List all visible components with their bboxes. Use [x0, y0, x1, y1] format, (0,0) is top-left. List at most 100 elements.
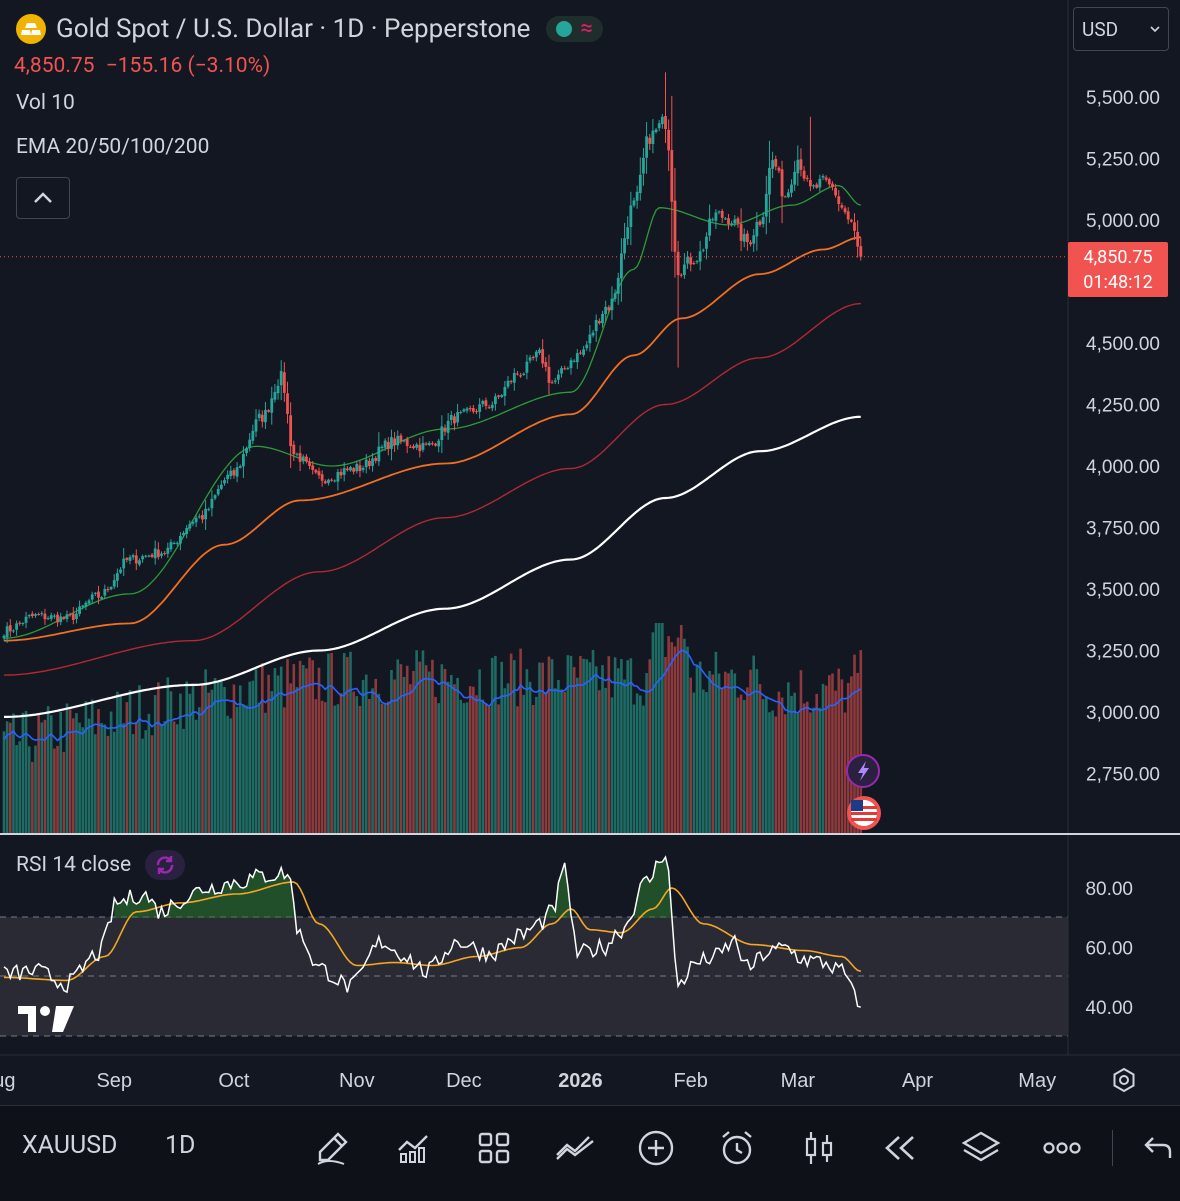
add-plus-icon[interactable]: [636, 1128, 676, 1168]
volume-bar: [68, 709, 72, 833]
candles-icon[interactable]: [799, 1128, 839, 1168]
tradingview-logo-icon[interactable]: [18, 1002, 76, 1034]
volume-bar: [194, 719, 198, 833]
compare-lines-icon[interactable]: [555, 1128, 595, 1168]
candle-body: [103, 589, 107, 596]
rsi-sync-icon[interactable]: [145, 850, 186, 880]
candle-body: [516, 373, 519, 375]
candle-body: [336, 472, 340, 482]
volume-bar: [859, 650, 863, 833]
candle-body: [547, 366, 551, 383]
volume-bar: [544, 692, 548, 833]
volume-bar: [56, 745, 59, 833]
candle-body: [478, 404, 482, 412]
volume-bar: [846, 682, 850, 833]
candle-body: [399, 435, 403, 442]
drawing-pen-icon[interactable]: [312, 1128, 352, 1168]
settings-gear-icon[interactable]: [1113, 1067, 1135, 1093]
rsi-axis-labels[interactable]: 80.00 60.00 40.00: [1085, 879, 1133, 1019]
candle-body: [150, 554, 154, 557]
candle-body: [809, 179, 812, 187]
chart-svg[interactable]: 5,500.005,250.005,000.004,750.004,500.00…: [0, 0, 1180, 1105]
candle-body: [84, 602, 88, 607]
volume-bar: [629, 658, 633, 833]
volume-bar: [768, 712, 771, 833]
candle-body: [106, 589, 110, 591]
volume-bar: [856, 672, 859, 833]
candle-body: [383, 440, 387, 448]
volume-bar: [538, 662, 541, 833]
volume-bar: [550, 659, 554, 833]
indicators-icon[interactable]: [393, 1128, 433, 1168]
candle-body: [437, 440, 441, 447]
more-options-icon[interactable]: [1042, 1128, 1082, 1168]
volume-bar: [739, 694, 743, 833]
candle-body: [68, 614, 72, 616]
status-pill[interactable]: ≈: [546, 16, 603, 42]
candle-body: [456, 412, 459, 423]
volume-bar: [153, 695, 157, 833]
volume-bar: [9, 722, 12, 833]
candle-body: [651, 130, 655, 144]
volume-bar: [711, 674, 715, 833]
volume-bar: [516, 706, 519, 833]
chart-area[interactable]: 5,500.005,250.005,000.004,750.004,500.00…: [0, 0, 1180, 1105]
candle-body: [402, 440, 406, 442]
candle-body: [519, 375, 522, 377]
candle-body: [43, 613, 47, 620]
volume-bar: [657, 623, 661, 833]
volume-bar: [525, 669, 529, 833]
candle-body: [254, 419, 258, 432]
rsi-indicator-label[interactable]: RSI 14 close: [16, 853, 132, 877]
candle-body: [821, 176, 825, 178]
volume-bar: [301, 665, 305, 833]
candle-body: [93, 592, 97, 594]
candle-body: [739, 224, 743, 241]
collapse-legend-button[interactable]: [16, 177, 70, 219]
volume-bar: [361, 679, 365, 833]
volume-bar: [434, 696, 437, 833]
candle-body: [541, 349, 545, 364]
layers-icon[interactable]: [961, 1128, 1001, 1168]
ema-indicator-label[interactable]: EMA 20/50/100/200: [16, 135, 210, 159]
rsi-lines: [3, 855, 862, 1008]
volume-bar: [667, 636, 670, 833]
volume-bar: [34, 745, 37, 833]
volume-bar: [179, 693, 182, 833]
layout-grid-icon[interactable]: [474, 1128, 514, 1168]
volume-bar: [18, 741, 22, 833]
volume-bar: [128, 690, 132, 833]
candle-body: [339, 471, 343, 476]
candle-body: [755, 221, 759, 237]
symbol-button[interactable]: XAUUSD: [22, 1131, 118, 1160]
candle-body: [361, 467, 365, 470]
time-axis-labels[interactable]: Aug Sep Oct Nov Dec 2026 Feb Mar Apr May: [0, 1070, 1056, 1092]
candle-body: [320, 474, 324, 481]
volume-bar: [815, 693, 818, 833]
candle-body: [705, 236, 708, 249]
volume-bar: [327, 653, 330, 833]
undo-back-icon[interactable]: [1138, 1128, 1178, 1168]
volume-bar: [765, 696, 768, 833]
candle-body: [459, 411, 463, 413]
price-axis-tick: 3,500.00: [1086, 580, 1160, 601]
candle-body: [531, 356, 535, 359]
rsi-legend: RSI 14 close: [16, 850, 186, 880]
volume-bar: [229, 718, 233, 833]
volume-bar: [481, 699, 485, 833]
volume-indicator-label[interactable]: Vol 10: [16, 91, 75, 115]
lightning-icon[interactable]: [846, 754, 880, 788]
volume-bar: [261, 663, 264, 833]
replay-rewind-icon[interactable]: [880, 1128, 920, 1168]
volume-bar: [418, 661, 422, 833]
us-flag-icon[interactable]: [847, 796, 881, 830]
interval-button[interactable]: 1D: [165, 1131, 196, 1160]
alarm-clock-icon[interactable]: [717, 1128, 757, 1168]
currency-selector[interactable]: USD: [1073, 7, 1169, 51]
time-axis-tick: Dec: [446, 1070, 482, 1092]
volume-bar: [513, 660, 516, 833]
volume-bar: [598, 690, 601, 833]
volume-bar: [396, 659, 400, 833]
symbol-title[interactable]: Gold Spot / U.S. Dollar · 1D · Peppersto…: [56, 14, 531, 44]
volume-bar: [563, 692, 566, 833]
